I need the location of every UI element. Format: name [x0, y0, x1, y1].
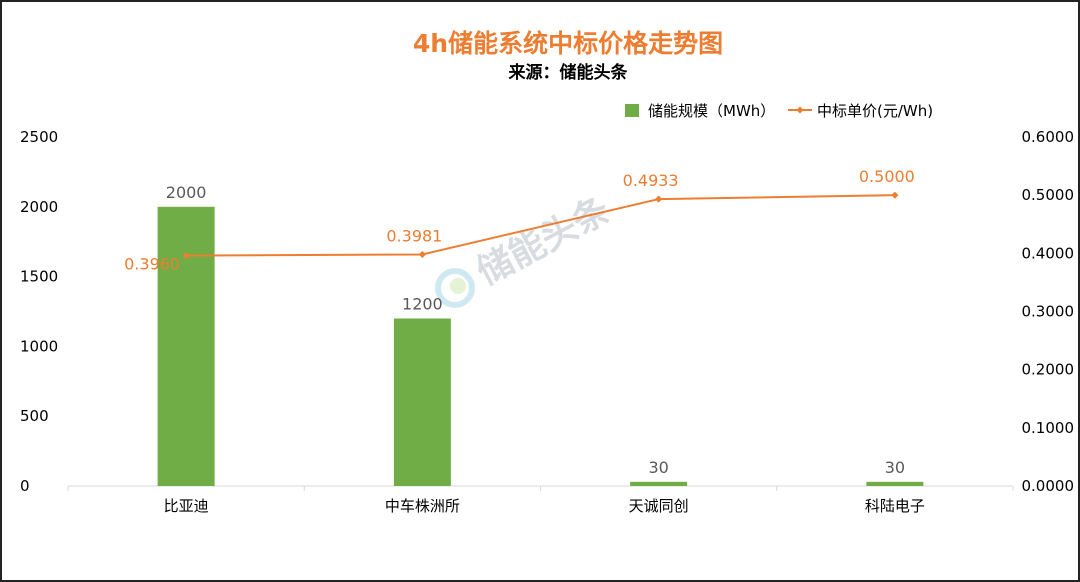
legend-line-marker	[796, 106, 804, 114]
left-tick-label: 0	[20, 477, 30, 495]
watermark-logo-icon	[435, 268, 475, 308]
legend: 储能规模（MWh） 中标单价(元/Wh)	[625, 102, 933, 120]
right-tick-label: 0.0000	[1022, 477, 1075, 495]
bar	[866, 481, 924, 486]
bar	[393, 318, 451, 486]
x-axis-ticks	[67, 486, 1014, 491]
line-data-label: 0.3981	[386, 226, 442, 245]
bar-data-label: 30	[648, 458, 668, 477]
watermark: 储能头条	[435, 190, 617, 308]
line-point	[891, 191, 899, 199]
chart-subtitle: 来源：储能头条	[508, 62, 629, 83]
bar-data-label: 1200	[402, 294, 443, 313]
left-tick-label: 1000	[20, 337, 58, 355]
x-category-label: 科陆电子	[865, 497, 925, 515]
left-tick-label: 2000	[20, 198, 58, 216]
left-tick-label: 500	[20, 407, 49, 425]
line-point	[418, 250, 426, 258]
line-point	[655, 195, 663, 203]
bar	[157, 206, 215, 487]
line-path	[186, 194, 895, 257]
left-tick-label: 2500	[20, 128, 58, 146]
x-axis-categories: 比亚迪 中车株洲所 天诚同创 科陆电子	[164, 497, 925, 515]
right-tick-label: 0.6000	[1022, 128, 1075, 146]
line-data-label: 0.5000	[859, 167, 915, 186]
watermark-text: 储能头条	[470, 190, 616, 294]
x-category-label: 中车株洲所	[385, 497, 460, 515]
legend-bar-label: 储能规模（MWh）	[648, 102, 775, 120]
right-tick-label: 0.5000	[1022, 186, 1075, 204]
bar	[630, 481, 688, 486]
right-tick-label: 0.1000	[1022, 419, 1075, 437]
x-category-label: 天诚同创	[629, 497, 689, 515]
bar-data-label: 2000	[166, 183, 207, 202]
line-point	[182, 252, 190, 260]
right-axis: 0.0000 0.1000 0.2000 0.3000 0.4000 0.5000 0.60…	[1022, 128, 1075, 495]
line-data-label: 0.4933	[623, 171, 679, 190]
right-tick-label: 0.2000	[1022, 361, 1075, 379]
chart-title: 4h储能系统中标价格走势图	[413, 29, 723, 58]
watermark-logo-icon-inner	[450, 278, 466, 294]
x-category-label: 比亚迪	[164, 497, 209, 515]
legend-line-label: 中标单价(元/Wh)	[817, 102, 933, 120]
right-tick-label: 0.3000	[1022, 303, 1075, 321]
left-axis: 0 500 1000 1500 2000 2500	[20, 128, 58, 495]
bar-data-label: 30	[885, 458, 905, 477]
legend-bar-swatch	[625, 104, 639, 117]
left-tick-label: 1500	[20, 268, 58, 286]
line-data-label: 0.3960	[124, 255, 180, 274]
line-series: 0.3960 0.3981 0.4933 0.5000	[124, 167, 915, 273]
right-tick-label: 0.4000	[1022, 244, 1075, 262]
